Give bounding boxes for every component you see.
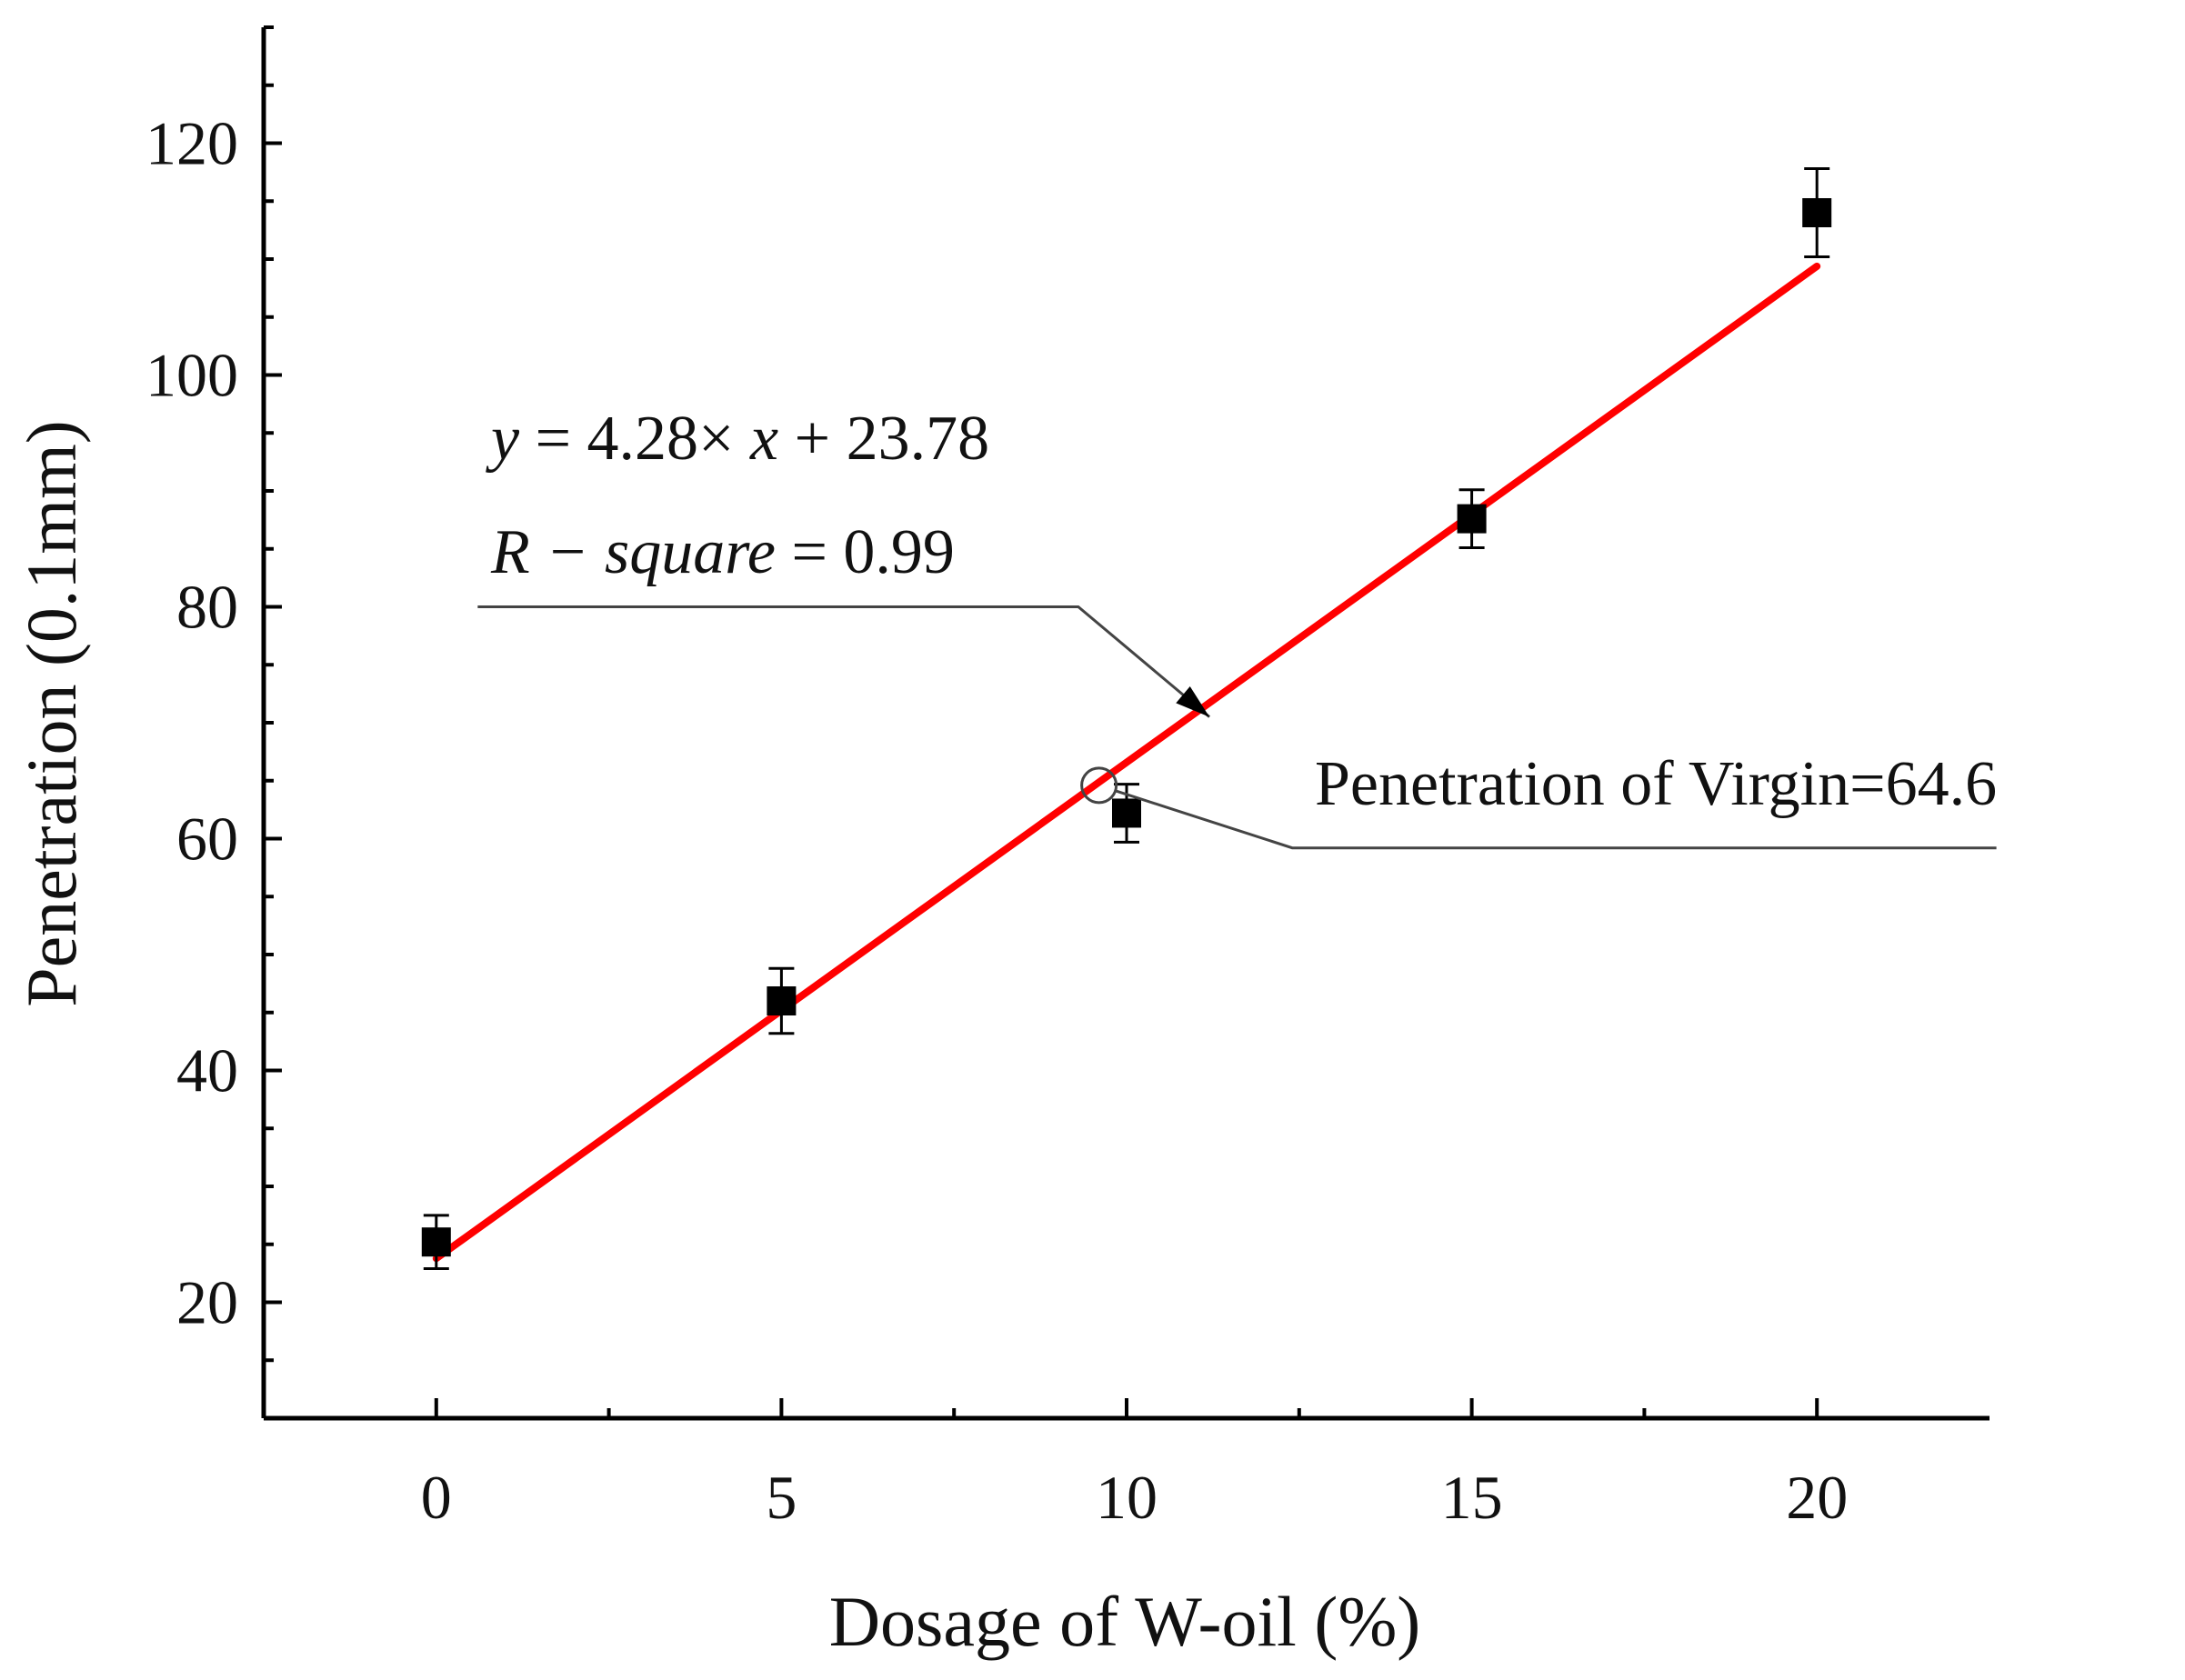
fit-line-group bbox=[432, 262, 1821, 1263]
y-tick-label: 120 bbox=[145, 109, 238, 178]
x-tick-label: 0 bbox=[421, 1463, 452, 1532]
fit-leader-arrowhead bbox=[1176, 685, 1210, 717]
data-point bbox=[1112, 798, 1141, 828]
fit-r-label: R − square bbox=[490, 517, 776, 587]
y-tick-label: 60 bbox=[176, 805, 238, 874]
axes bbox=[261, 27, 1990, 1421]
annotations bbox=[477, 605, 1997, 850]
data-points bbox=[421, 167, 1832, 1271]
x-tick-label: 10 bbox=[1096, 1463, 1158, 1532]
data-point bbox=[421, 1227, 451, 1257]
fit-equation-x: x bbox=[749, 404, 778, 474]
virgin-point-marker bbox=[1080, 766, 1118, 805]
fit-equation-rhs: = 4.28× bbox=[519, 404, 750, 474]
x-tick-label: 20 bbox=[1786, 1463, 1848, 1532]
y-tick-label: 20 bbox=[176, 1268, 238, 1337]
ticks: 20 40 60 80 100 120 0 5 10 15 20 bbox=[145, 25, 1848, 1532]
data-point bbox=[767, 986, 797, 1015]
y-tick-label: 40 bbox=[176, 1036, 238, 1105]
virgin-label: Penetration of Virgin=64.6 bbox=[1315, 749, 1997, 819]
data-point bbox=[1802, 198, 1832, 227]
fit-equation-lhs: y bbox=[486, 404, 520, 474]
y-tick-label: 100 bbox=[145, 341, 238, 410]
fit-leader-line bbox=[477, 605, 1211, 718]
fit-r-square: R − square = 0.99 bbox=[490, 517, 955, 587]
data-point bbox=[1457, 504, 1487, 534]
fit-equation: y = 4.28× x + 23.78 bbox=[486, 404, 989, 474]
y-tick-label: 80 bbox=[176, 573, 238, 642]
y-axis-title: Penetration (0.1mm) bbox=[12, 420, 91, 1007]
fit-r-value: = 0.99 bbox=[776, 517, 955, 587]
fit-line bbox=[432, 262, 1821, 1263]
x-tick-label: 5 bbox=[766, 1463, 797, 1532]
virgin-leader-line bbox=[1115, 789, 1997, 850]
x-tick-label: 15 bbox=[1441, 1463, 1503, 1532]
x-axis-title: Dosage of W-oil (%) bbox=[829, 1582, 1421, 1661]
fit-equation-tail: + 23.78 bbox=[778, 404, 989, 474]
